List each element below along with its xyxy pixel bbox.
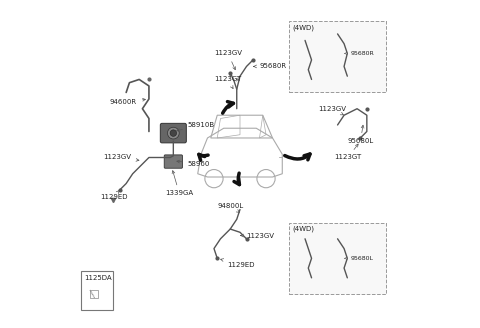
Text: 58960: 58960 <box>177 160 210 167</box>
FancyBboxPatch shape <box>160 123 186 143</box>
Text: 1339GA: 1339GA <box>165 171 193 196</box>
Text: 1123GV: 1123GV <box>318 106 346 115</box>
Text: 95680L: 95680L <box>345 256 373 261</box>
Text: ⚡: ⚡ <box>228 73 233 79</box>
Circle shape <box>168 127 179 139</box>
Text: 1123GV: 1123GV <box>240 233 275 238</box>
Text: 1123GT: 1123GT <box>334 144 361 160</box>
Text: 1125DA: 1125DA <box>84 275 111 280</box>
Text: 95680R: 95680R <box>253 63 287 70</box>
FancyBboxPatch shape <box>81 271 113 310</box>
FancyBboxPatch shape <box>289 21 386 92</box>
Text: 94800L: 94800L <box>217 203 243 212</box>
Text: 95680L: 95680L <box>348 125 373 144</box>
Text: 1129ED: 1129ED <box>100 191 128 199</box>
Circle shape <box>170 130 177 136</box>
Text: 1129ED: 1129ED <box>221 259 254 268</box>
Text: (4WD): (4WD) <box>292 24 314 31</box>
FancyBboxPatch shape <box>289 222 386 294</box>
Text: 1123GT: 1123GT <box>214 76 241 89</box>
Text: ⚡: ⚡ <box>234 76 239 82</box>
Text: (4WD): (4WD) <box>292 226 314 232</box>
Text: 94600R: 94600R <box>110 98 145 105</box>
Text: 95680R: 95680R <box>345 51 374 56</box>
Text: 1123GV: 1123GV <box>214 51 242 70</box>
Text: /: / <box>89 289 98 299</box>
Text: 58910B: 58910B <box>177 122 215 132</box>
Text: 1123GV: 1123GV <box>103 154 139 161</box>
FancyBboxPatch shape <box>164 155 182 168</box>
